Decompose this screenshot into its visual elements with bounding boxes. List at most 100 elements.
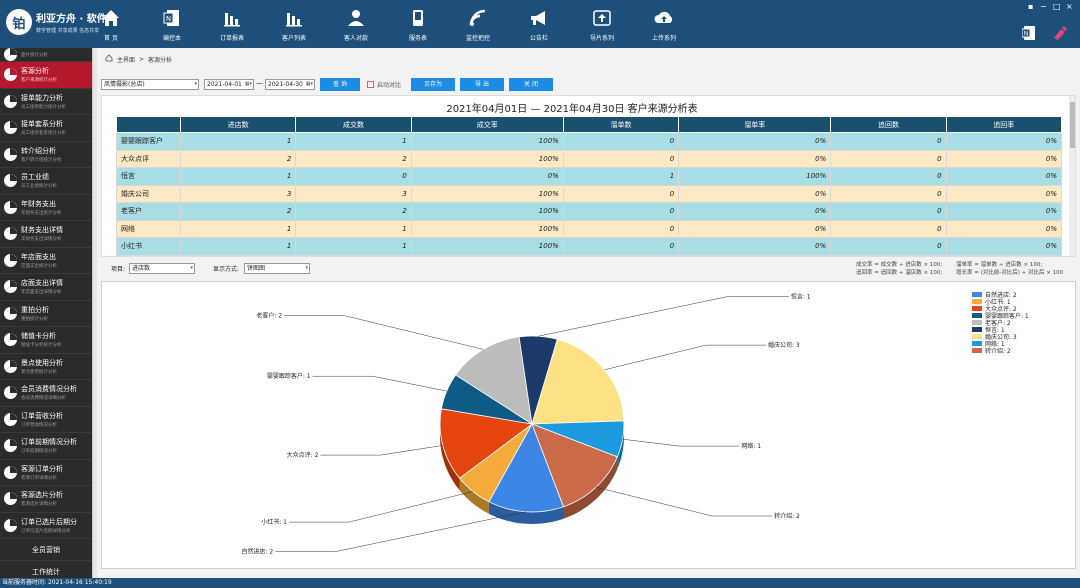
pie-data-label: 转介绍: 2 bbox=[774, 512, 800, 520]
sidebar-scrollbar[interactable] bbox=[92, 48, 97, 578]
table-header-cell[interactable]: 溜单数 bbox=[562, 116, 680, 133]
sidebar-item-11[interactable]: 景点使用分析 景点使用统计分析 bbox=[0, 354, 92, 380]
nav-item-2[interactable]: 订单报表 bbox=[206, 6, 258, 42]
query-button[interactable]: 查 询 bbox=[320, 78, 360, 91]
nav-item-7[interactable]: 公告栏 bbox=[513, 6, 565, 42]
sidebar-item-14[interactable]: 订单前期情况分析 订单前期情况分析 bbox=[0, 433, 92, 460]
sidebar-item-sub: 客户来源统计分析 bbox=[21, 78, 57, 84]
minimize-button[interactable]: − bbox=[1040, 2, 1047, 11]
sidebar-section-marketing[interactable]: 全员营销 bbox=[0, 539, 92, 561]
toolbar: 凤情摄影(总店) ▾ 2021-04-01 ▦▾ — 2021-04-30 ▦▾… bbox=[101, 78, 1071, 92]
sidebar-item-16[interactable]: 客源选片分析 客源选片详情分析 bbox=[0, 486, 92, 513]
table-row[interactable]: 小红书 1 1 100% 0 0% 0 0% bbox=[116, 237, 1063, 256]
formula-slip-rate: 溜单率 = 溜单数 ÷ 进店数 × 100; bbox=[956, 262, 1043, 268]
sidebar-item-3[interactable]: 转介绍分析 客户转介绍统计分析 bbox=[0, 142, 92, 168]
sidebar-item-5[interactable]: 年财务支出 年财务支出统计分析 bbox=[0, 195, 92, 221]
nav-item-0[interactable]: 首 页 bbox=[85, 6, 137, 42]
app-slogan: 数字管理 共享成果 信息共享 bbox=[36, 28, 100, 34]
table-row[interactable]: 老客户 2 2 100% 0 0% 0 0% bbox=[116, 202, 1063, 221]
pie-menu-icon bbox=[4, 306, 17, 320]
menu-control-icon[interactable]: ▪ bbox=[1028, 2, 1034, 11]
legend-swatch bbox=[972, 334, 982, 339]
table-cell: 0% bbox=[678, 184, 832, 203]
sidebar-item-title: 客源选片分析 bbox=[21, 491, 63, 500]
nav-item-3[interactable]: 客户列表 bbox=[268, 6, 320, 42]
store-select-value: 凤情摄影(总店) bbox=[104, 81, 145, 88]
table-scrollbar[interactable] bbox=[1069, 96, 1075, 256]
pie-menu-icon bbox=[4, 121, 17, 135]
table-header-cell[interactable]: 成交率 bbox=[410, 116, 564, 133]
sidebar-item-1[interactable]: 接单能力分析 员工接单能力统计分析 bbox=[0, 89, 92, 115]
sidebar-item-0[interactable]: 客源分析 客户来源统计分析 bbox=[0, 62, 92, 89]
sidebar-item-15[interactable]: 客源订单分析 客源订单详情分析 bbox=[0, 460, 92, 486]
sidebar-item-title: 会员消费情况分析 bbox=[21, 385, 77, 394]
table-cell: 1 bbox=[179, 219, 297, 238]
nav-item-8[interactable]: 导片系列 bbox=[576, 6, 628, 42]
sidebar-item-2[interactable]: 接单套系分析 员工接单套系统计分析 bbox=[0, 115, 92, 142]
pie-slice-side-小红书 bbox=[459, 478, 489, 514]
table-header-cell[interactable]: 进店数 bbox=[179, 116, 297, 133]
close-window-button[interactable]: × bbox=[1066, 2, 1073, 11]
item-select[interactable]: 进店数 ▾ bbox=[129, 263, 195, 274]
export-button[interactable]: 导 出 bbox=[460, 78, 504, 91]
pie-menu-icon bbox=[4, 359, 17, 373]
table-header-cell[interactable]: 成交数 bbox=[295, 116, 412, 133]
store-select[interactable]: 凤情摄影(总店) ▾ bbox=[101, 79, 199, 90]
pie-slice-大众点评[interactable] bbox=[439, 408, 533, 479]
sidebar-section-work-stats[interactable]: 工作统计 bbox=[0, 561, 92, 578]
sidebar-item-9[interactable]: 重拍分析 重拍统计分析 bbox=[0, 301, 92, 327]
breadcrumb-current: 客源分析 bbox=[148, 56, 173, 64]
legend-swatch bbox=[972, 320, 982, 325]
sidebar-item-17[interactable]: 订单已选片后期分 订单已选片后期详情分析 bbox=[0, 513, 92, 539]
sidebar-item-sub: 储值卡分析统计分析 bbox=[21, 343, 62, 349]
display-select[interactable]: 饼图图 ▾ bbox=[244, 263, 310, 274]
home-icon[interactable] bbox=[105, 54, 113, 64]
sidebar-item-sub: 年店面支出详情分析 bbox=[21, 290, 62, 296]
table-row[interactable]: 大众点评 2 2 100% 0 0% 0 0% bbox=[116, 149, 1063, 168]
brush-icon[interactable] bbox=[1052, 25, 1068, 43]
date-from-field[interactable]: 2021-04-01 ▦▾ bbox=[204, 79, 254, 90]
save-as-button[interactable]: 另存为 bbox=[411, 78, 455, 91]
sidebar-item-12[interactable]: 会员消费情况分析 会员消费情况详细分析 bbox=[0, 380, 92, 407]
close-button[interactable]: 关 闭 bbox=[509, 78, 553, 91]
legend-entry: 网络: 1 bbox=[985, 340, 1005, 348]
table-row[interactable]: 婴婴跟踪客户 1 1 100% 0 0% 0 0% bbox=[116, 132, 1063, 151]
sidebar-item-4[interactable]: 员工业绩 员工业绩统计分析 bbox=[0, 168, 92, 195]
nav-item-5[interactable]: 服务表 bbox=[392, 6, 444, 42]
sidebar-item-sub: 会员消费情况详细分析 bbox=[21, 396, 66, 402]
legend-swatch bbox=[972, 313, 982, 318]
table-cell: 0 bbox=[830, 132, 947, 151]
row-source-name: 婚庆公司 bbox=[116, 184, 181, 203]
nav-item-9[interactable]: 上传系列 bbox=[638, 6, 690, 42]
table-row[interactable]: 网络 1 1 100% 0 0% 0 0% bbox=[116, 219, 1063, 238]
date-to-field[interactable]: 2021-04-30 ▦▾ bbox=[265, 79, 315, 90]
sidebar-item-partial[interactable]: 面片统计分析 bbox=[0, 48, 92, 62]
breadcrumb-home[interactable]: 主界面 bbox=[117, 56, 136, 64]
maximize-button[interactable]: □ bbox=[1053, 2, 1061, 11]
table-row[interactable]: 恒言 1 0 0% 1 100% 0 0% bbox=[116, 167, 1063, 186]
nav-item-4[interactable]: 客人对款 bbox=[330, 6, 382, 42]
sidebar-item-10[interactable]: 储值卡分析 储值卡分析统计分析 bbox=[0, 327, 92, 354]
table-header-cell[interactable]: 追回率 bbox=[945, 116, 1063, 133]
pie-slice-side-转介绍 bbox=[563, 456, 618, 519]
table-title: 2021年04月01日 — 2021年04月30日 客户来源分析表 bbox=[446, 104, 698, 115]
pie-slice-转介绍[interactable] bbox=[531, 423, 618, 508]
sidebar-item-7[interactable]: 年店面支出 店面支出统计分析 bbox=[0, 248, 92, 274]
pie-slice-婚庆公司[interactable] bbox=[531, 338, 625, 425]
sidebar-item-title: 接单能力分析 bbox=[21, 93, 63, 102]
sidebar-item-13[interactable]: 订单营收分析 订单营收情况分析 bbox=[0, 407, 92, 433]
legend-swatch bbox=[972, 348, 982, 353]
megaphone-icon bbox=[513, 6, 565, 30]
table-row[interactable]: 婚庆公司 3 3 100% 0 0% 0 0% bbox=[116, 184, 1063, 203]
row-source-name: 老客户 bbox=[116, 202, 181, 221]
table-scrollbar-thumb[interactable] bbox=[1070, 102, 1075, 148]
sidebar-item-8[interactable]: 店面支出详情 年店面支出详情分析 bbox=[0, 274, 92, 301]
table-header-cell[interactable]: 追回数 bbox=[830, 116, 947, 133]
table-header-cell[interactable] bbox=[116, 116, 181, 133]
notebook-shortcut-icon[interactable]: N bbox=[1021, 25, 1038, 43]
compare-checkbox[interactable] bbox=[367, 81, 374, 88]
nav-item-6[interactable]: 监控把控 bbox=[452, 6, 504, 42]
nav-item-1[interactable]: N 编控本 bbox=[146, 6, 198, 42]
table-header-cell[interactable]: 溜单率 bbox=[678, 116, 832, 133]
sidebar-item-6[interactable]: 财务支出详情 年财务支出详情分析 bbox=[0, 221, 92, 248]
